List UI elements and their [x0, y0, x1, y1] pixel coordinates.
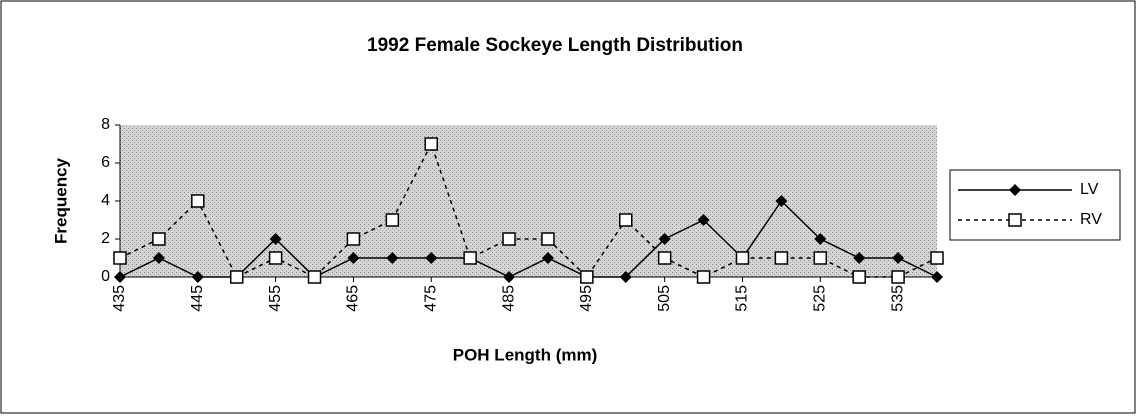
data-point	[113, 251, 127, 265]
data-point	[229, 270, 244, 284]
x-tick-label: 525	[812, 285, 829, 312]
data-point	[541, 252, 554, 264]
data-point	[385, 213, 400, 227]
x-axis-label: POH Length (mm)	[453, 345, 598, 364]
data-point	[775, 195, 788, 207]
plot-area	[120, 125, 937, 277]
series-line	[119, 142, 938, 279]
data-point	[697, 214, 710, 226]
data-point	[541, 232, 555, 246]
data-point	[346, 232, 361, 246]
data-point	[580, 270, 594, 284]
x-tick-label: 465	[345, 285, 362, 312]
data-point	[930, 251, 944, 265]
y-axis-label: Frequency	[51, 157, 70, 244]
data-point	[386, 252, 399, 264]
x-tick-label: 515	[734, 285, 751, 312]
data-point	[657, 251, 672, 265]
chart-title: 1992 Female Sockeye Length Distribution	[367, 35, 743, 56]
x-tick-label: 445	[189, 285, 206, 312]
data-point	[852, 270, 866, 284]
x-tick-label: 535	[889, 285, 906, 312]
y-tick-label: 2	[101, 230, 110, 247]
data-point	[114, 271, 126, 283]
data-point	[619, 213, 633, 227]
x-tick-label: 505	[656, 285, 673, 312]
data-point	[463, 251, 477, 265]
data-point	[347, 252, 360, 264]
data-point	[269, 233, 282, 245]
data-point	[502, 232, 516, 246]
data-point	[735, 251, 750, 265]
series-line	[119, 199, 938, 278]
x-tick-label: 475	[422, 285, 439, 312]
legend-box	[949, 169, 1121, 241]
data-point	[152, 252, 165, 264]
x-tick-label: 455	[267, 285, 284, 312]
data-point	[853, 252, 866, 264]
y-tick-label: 6	[101, 154, 110, 171]
x-tick-label: 495	[578, 285, 595, 312]
data-point	[152, 232, 166, 246]
x-tick-label: 435	[111, 285, 128, 312]
y-tick-label: 0	[101, 268, 110, 285]
data-point	[696, 270, 711, 284]
x-tick-label: 485	[500, 285, 517, 312]
data-point	[191, 271, 204, 283]
data-point	[813, 251, 828, 265]
data-point	[307, 270, 322, 284]
y-tick-label: 4	[101, 192, 110, 209]
legend-label: RV	[1080, 211, 1102, 228]
data-point	[191, 194, 205, 208]
data-point	[268, 251, 283, 265]
data-point	[814, 233, 827, 245]
legend-marker	[1008, 213, 1022, 227]
data-point	[892, 252, 905, 264]
data-point	[931, 271, 943, 283]
legend-marker	[1009, 184, 1021, 196]
data-point	[425, 252, 438, 264]
data-point	[774, 251, 789, 265]
data-point	[658, 233, 671, 245]
legend-label: LV	[1080, 181, 1099, 198]
data-point	[619, 271, 632, 283]
data-point	[503, 271, 516, 283]
data-point	[424, 137, 438, 151]
data-point	[891, 270, 905, 284]
y-tick-label: 8	[101, 116, 110, 133]
